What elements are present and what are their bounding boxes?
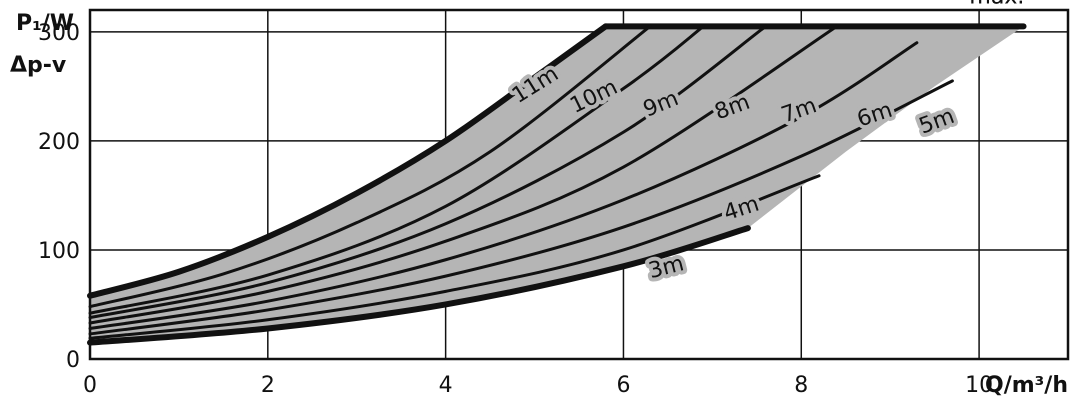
x-tick-label: 2 xyxy=(261,373,275,398)
y-tick-label: 300 xyxy=(38,21,80,46)
curve-label-max: max.max. xyxy=(969,0,1024,9)
curve-9m xyxy=(88,24,705,315)
operating-range-area xyxy=(90,26,1024,343)
x-tick-label: 4 xyxy=(439,373,453,398)
y-tick-label: 200 xyxy=(38,130,80,155)
curve-11m xyxy=(87,23,609,299)
curve-label-halo: max. xyxy=(969,0,1024,9)
y-tick-label: 0 xyxy=(66,348,80,373)
x-tick-labels: 0 2 4 6 8 10 xyxy=(83,373,993,398)
curve-5m xyxy=(88,79,954,336)
curve-6m xyxy=(88,41,919,330)
x-tick-label: 0 xyxy=(83,373,97,398)
y-axis-title-line2: Δp-v xyxy=(10,53,67,78)
x-tick-label: 6 xyxy=(616,373,630,398)
curve-label-text: 5m xyxy=(916,104,958,140)
curve-3m xyxy=(87,225,751,346)
curve-7m xyxy=(88,24,839,325)
operating-range-fill xyxy=(90,26,1024,343)
x-axis-title: Q/m³/h xyxy=(985,373,1068,398)
x-tick-label: 10 xyxy=(965,373,993,398)
plot-frame xyxy=(88,8,1070,361)
curve-10m xyxy=(88,24,652,309)
y-tick-label: 100 xyxy=(38,239,80,264)
y-tick-labels: 0 100 200 300 xyxy=(38,21,80,373)
curve-4m xyxy=(88,174,821,340)
curve-8m xyxy=(88,24,768,320)
y-axis-title-line1: P₁/W xyxy=(16,11,74,36)
curve-series xyxy=(87,23,1027,346)
curve-label-text: max. xyxy=(969,0,1024,9)
x-tick-label: 8 xyxy=(794,373,808,398)
